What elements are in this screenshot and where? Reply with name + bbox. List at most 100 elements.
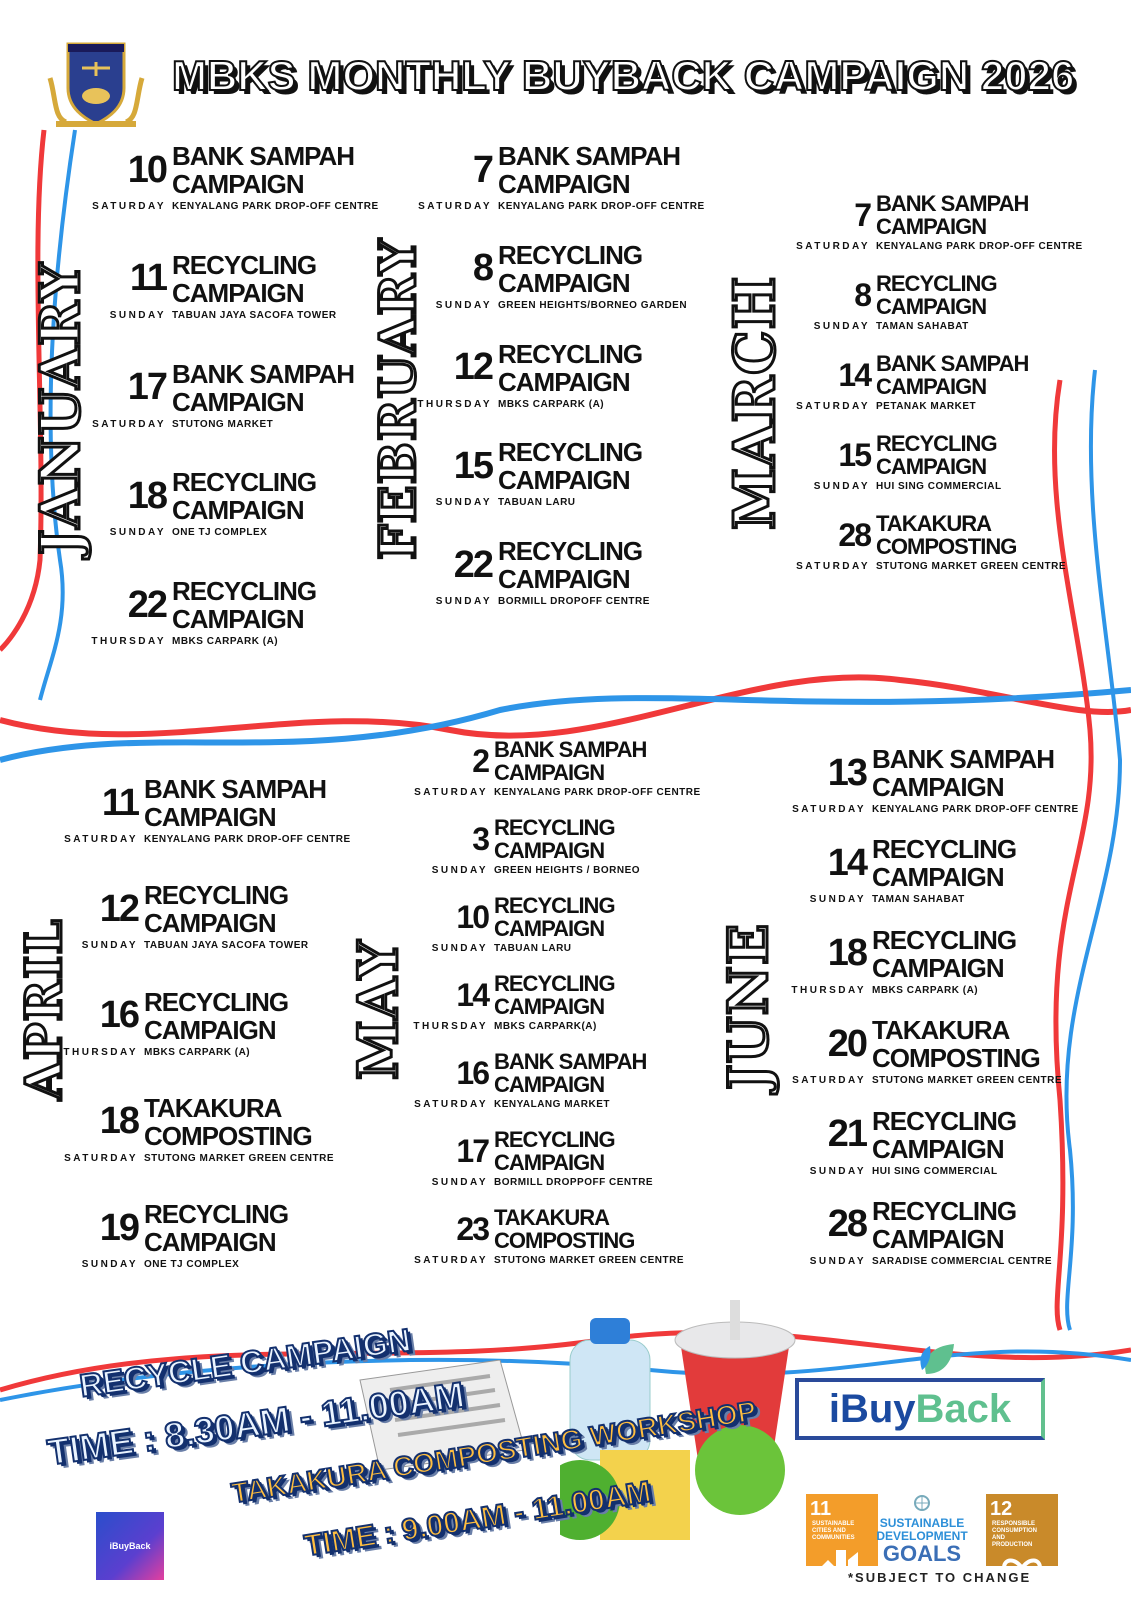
event-title-line1: RECYCLING <box>144 1199 289 1229</box>
event-title-line1: BANK SAMPAH <box>494 1049 647 1074</box>
event-title: RECYCLING CAMPAIGN <box>872 1197 1098 1253</box>
event-day-number: 22 <box>127 583 168 626</box>
sdg-11-text: SUSTAINABLE CITIES AND COMMUNITIES <box>812 1521 855 1541</box>
event-location: MBKS CARPARK(A) <box>494 1021 597 1032</box>
event-day-number: 14 <box>827 841 868 884</box>
event-day: 17 <box>78 366 168 409</box>
event-title-line1: RECYCLING <box>172 576 317 606</box>
event-weekday: SATURDAY <box>414 1255 488 1266</box>
event-day-number: 16 <box>99 994 140 1036</box>
event-weekday: THURSDAY <box>91 636 166 647</box>
event-day-number: 15 <box>838 436 872 473</box>
event-day: 18 <box>78 475 168 518</box>
event-day-number: 11 <box>101 781 140 824</box>
recycling-items-illustration <box>560 1300 796 1540</box>
event-day-number: 17 <box>127 366 168 408</box>
sdg-title-line1: SUSTAINABLE <box>879 1516 965 1530</box>
event-day-number: 8 <box>854 276 872 313</box>
event-weekday: THURSDAY <box>417 398 492 410</box>
event-weekday: SATURDAY <box>414 1099 488 1110</box>
event-title-line2: CAMPAIGN <box>498 465 631 496</box>
event-weekday: SATURDAY <box>792 1075 866 1087</box>
event-title-line1: BANK SAMPAH <box>876 351 1029 376</box>
event-title: RECYCLING CAMPAIGN <box>494 972 720 1018</box>
event-location: GREEN HEIGHTS/BORNEO GARDEN <box>498 299 688 311</box>
event-weekday: SUNDAY <box>81 1259 138 1270</box>
event-title: RECYCLING CAMPAIGN <box>144 881 380 937</box>
event-title-line1: RECYCLING <box>498 437 643 468</box>
event-item: 14 RECYCLING CAMPAIGN SUNDAY TAMAN SAHABAT <box>778 835 1098 905</box>
sdg-title-line2: DEVELOPMENT <box>876 1529 968 1543</box>
event-day-number: 14 <box>838 356 872 393</box>
event-location: HUI SING COMMERCIAL <box>872 1165 998 1177</box>
event-weekday: SATURDAY <box>796 561 870 572</box>
event-title: RECYCLING CAMPAIGN <box>144 988 380 1044</box>
ibuyback-logo-part2: Back <box>915 1386 1012 1431</box>
event-title-line2: CAMPAIGN <box>144 802 277 832</box>
event-title: RECYCLING CAMPAIGN <box>172 577 378 633</box>
event-title: BANK SAMPAH CAMPAIGN <box>494 738 720 784</box>
event-location: STUTONG MARKET GREEN CENTRE <box>872 1075 1062 1087</box>
page-title: MBKS MONTHLY BUYBACK CAMPAIGN 2026 <box>171 51 1075 100</box>
event-location: STUTONG MARKET GREEN CENTRE <box>144 1152 334 1164</box>
event-day: 15 <box>404 445 494 488</box>
event-day-number: 3 <box>472 820 490 857</box>
event-weekday: SATURDAY <box>796 241 870 252</box>
sdg-title-line3: GOALS <box>882 1541 962 1566</box>
event-title-line2: CAMPAIGN <box>494 916 605 941</box>
event-title: BANK SAMPAH CAMPAIGN <box>172 142 379 198</box>
event-day: 13 <box>778 751 868 795</box>
event-item: 12 RECYCLING CAMPAIGN SUNDAY TABUAN JAYA SAC… <box>50 881 380 951</box>
event-title-line2: CAMPAIGN <box>172 277 305 308</box>
city-icon <box>822 1550 858 1576</box>
event-location: PETANAK MARKET <box>876 401 977 412</box>
event-title: RECYCLING CAMPAIGN <box>876 272 1092 318</box>
event-weekday: SUNDAY <box>813 481 870 492</box>
event-weekday: SUNDAY <box>109 309 166 321</box>
month-schedule-april: 11 BANK SAMPAH CAMPAIGN SATURDAY KENYALANG P… <box>50 775 380 1270</box>
event-weekday: SUNDAY <box>809 1255 866 1267</box>
event-title-line1: RECYCLING <box>172 467 317 498</box>
event-item: 15 RECYCLING CAMPAIGN SUNDAY HUI SING COMMER… <box>782 432 1092 492</box>
event-location: TABUAN JAYA SACOFA TOWER <box>144 940 309 952</box>
event-item: 15 RECYCLING CAMPAIGN SUNDAY TABUAN LARU <box>404 438 714 508</box>
event-location: KENYALANG PARK DROP-OFF CENTRE <box>876 241 1083 252</box>
sdg-12-number: 12 <box>990 1498 1013 1520</box>
event-title: RECYCLING CAMPAIGN <box>144 1200 380 1256</box>
event-item: 8 RECYCLING CAMPAIGN SUNDAY TAMAN SAHABAT <box>782 272 1092 332</box>
event-weekday: THURSDAY <box>413 1021 488 1032</box>
event-location: BORMILL DROPOFF CENTRE <box>498 596 650 607</box>
event-item: 2 BANK SAMPAH CAMPAIGN SATURDAY KENYALANG PA… <box>400 738 720 798</box>
event-item: 10 RECYCLING CAMPAIGN SUNDAY TABUAN LARU <box>400 894 720 954</box>
event-location: BORMILL DROPPOFF CENTRE <box>494 1177 654 1188</box>
event-item: 3 RECYCLING CAMPAIGN SUNDAY GREEN HEIGHTS / … <box>400 816 720 876</box>
month-schedule-january: 10 BANK SAMPAH CAMPAIGN SATURDAY KENYALANG P… <box>78 142 378 647</box>
event-title-line1: RECYCLING <box>872 1195 1017 1226</box>
event-weekday: SATURDAY <box>92 201 166 212</box>
event-location: KENYALANG PARK DROP-OFF CENTRE <box>172 201 379 212</box>
month-label-june: JUNE <box>715 921 782 1091</box>
event-day: 15 <box>782 436 872 474</box>
event-day-number: 13 <box>827 751 868 794</box>
event-title-line1: TAKAKURA <box>144 1092 282 1123</box>
event-title-line2: CAMPAIGN <box>494 760 605 785</box>
event-day: 12 <box>404 346 494 389</box>
event-location: MBKS CARPARK (A) <box>144 1046 251 1058</box>
event-title-line1: RECYCLING <box>494 971 616 996</box>
event-title: BANK SAMPAH CAMPAIGN <box>172 360 378 416</box>
event-title-line1: RECYCLING <box>876 271 998 296</box>
event-title: BANK SAMPAH CAMPAIGN <box>144 775 380 831</box>
event-title-line1: BANK SAMPAH <box>172 141 355 171</box>
event-title-line1: RECYCLING <box>498 338 643 369</box>
month-schedule-june: 13 BANK SAMPAH CAMPAIGN SATURDAY KENYALANG P… <box>778 745 1098 1267</box>
event-title-line2: CAMPAIGN <box>498 169 631 199</box>
month-schedule-march: 7 BANK SAMPAH CAMPAIGN SATURDAY KENYALANG PA… <box>782 192 1092 572</box>
event-day-number: 12 <box>453 346 494 388</box>
event-title: TAKAKURA COMPOSTING <box>494 1206 720 1252</box>
event-item: 23 TAKAKURA COMPOSTING SATURDAY STUTONG MARK… <box>400 1206 720 1266</box>
event-title-line1: BANK SAMPAH <box>498 141 681 171</box>
event-weekday: SUNDAY <box>809 1165 866 1177</box>
event-title-line2: CAMPAIGN <box>172 386 305 417</box>
event-item: 18 RECYCLING CAMPAIGN SUNDAY ONE TJ COMPLEX <box>78 468 378 538</box>
event-weekday: SATURDAY <box>418 201 492 212</box>
